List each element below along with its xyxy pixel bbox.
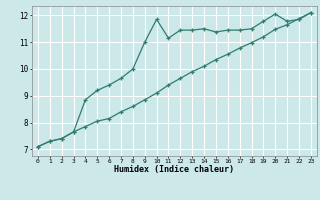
X-axis label: Humidex (Indice chaleur): Humidex (Indice chaleur) [115,165,234,174]
